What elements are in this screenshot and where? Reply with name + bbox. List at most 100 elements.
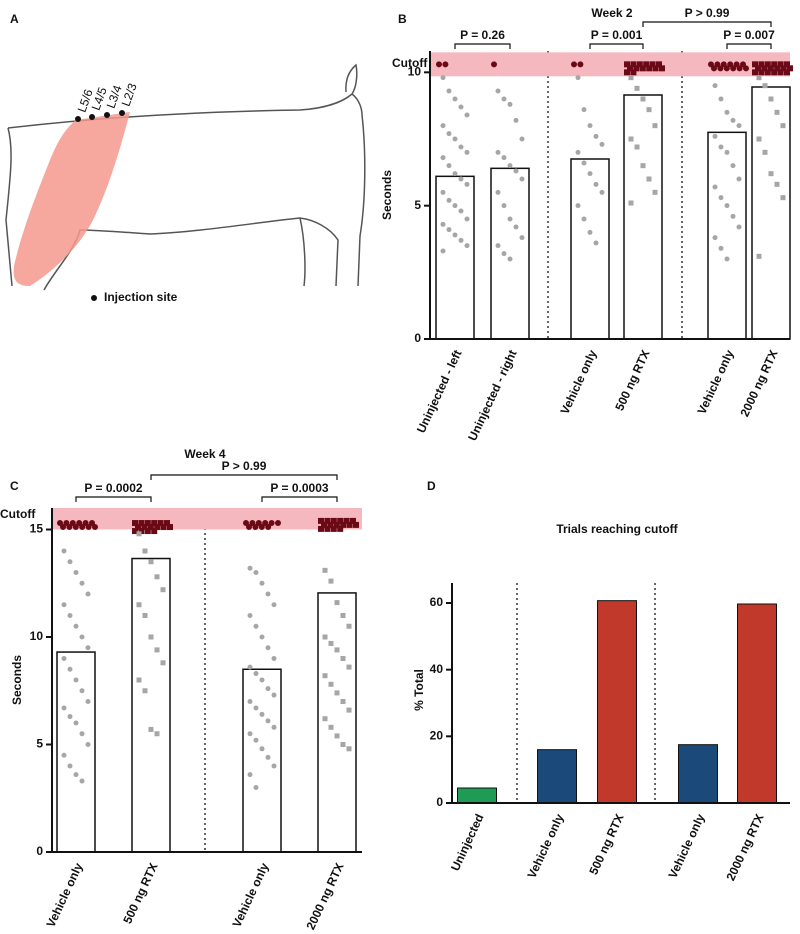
y-tick-label: 5 xyxy=(36,737,43,751)
data-point xyxy=(659,65,665,72)
data-point xyxy=(575,75,581,81)
data-point xyxy=(519,235,525,241)
data-point xyxy=(507,101,513,107)
data-point xyxy=(513,168,519,174)
data-point xyxy=(85,645,91,651)
data-point xyxy=(61,752,67,758)
p-value: P = 0.0003 xyxy=(270,481,328,495)
data-point xyxy=(627,65,633,72)
data-point xyxy=(346,746,352,752)
data-point xyxy=(762,149,768,155)
data-point xyxy=(452,136,458,142)
data-point xyxy=(265,718,271,724)
data-point xyxy=(353,521,359,528)
chart-title: Trials reaching cutoff xyxy=(556,522,678,536)
data-point xyxy=(337,517,344,524)
data-point xyxy=(322,716,328,722)
data-point xyxy=(587,171,593,177)
data-point xyxy=(628,200,634,206)
data-point xyxy=(446,227,452,233)
significance-bracket xyxy=(75,496,152,502)
data-point xyxy=(634,85,640,91)
data-point xyxy=(138,528,145,535)
data-point xyxy=(724,109,730,115)
data-point xyxy=(755,65,761,72)
data-point xyxy=(135,524,141,531)
data-point xyxy=(334,733,340,739)
data-point xyxy=(271,763,277,769)
data-point xyxy=(61,656,67,661)
data-point xyxy=(79,524,86,531)
data-point xyxy=(154,647,160,653)
data-point xyxy=(275,520,281,527)
data-point xyxy=(85,524,92,531)
y-tick-label: 10 xyxy=(30,629,44,643)
y-tick-label: 0 xyxy=(436,795,443,809)
data-point xyxy=(736,65,743,72)
data-point xyxy=(334,690,340,696)
x-tick-label: 500 ng RTX xyxy=(586,812,626,877)
data-point xyxy=(774,181,780,187)
data-point xyxy=(724,149,730,155)
y-axis-label: Seconds xyxy=(10,655,24,705)
data-point xyxy=(458,176,464,182)
data-point xyxy=(639,65,646,72)
data-point xyxy=(259,677,265,683)
data-point xyxy=(253,623,259,629)
data-point xyxy=(67,613,73,618)
data-point xyxy=(157,520,164,527)
data-point xyxy=(340,742,346,747)
data-point xyxy=(442,61,449,68)
data-point xyxy=(756,253,762,259)
data-point xyxy=(72,524,79,531)
data-point xyxy=(495,243,501,249)
data-point xyxy=(736,176,742,182)
data-point xyxy=(501,251,507,257)
data-point xyxy=(151,528,158,535)
data-point xyxy=(148,726,154,732)
y-tick-label: 0 xyxy=(36,844,43,858)
data-point xyxy=(142,613,148,618)
x-tick-label: 2000 ng RTX xyxy=(723,812,766,883)
data-point xyxy=(253,570,259,575)
data-point xyxy=(764,69,771,76)
data-point xyxy=(787,65,793,72)
data-point xyxy=(652,65,659,72)
data-point xyxy=(780,123,786,129)
data-point xyxy=(346,707,352,713)
data-point xyxy=(327,521,334,528)
data-point xyxy=(328,578,334,584)
data-point xyxy=(142,688,148,694)
data-point xyxy=(67,666,73,672)
data-point xyxy=(330,517,337,524)
y-tick-label: 20 xyxy=(430,729,444,743)
p-value: P > 0.99 xyxy=(685,6,730,20)
p-value: P > 0.99 xyxy=(222,459,267,473)
data-point xyxy=(337,525,344,532)
data-point xyxy=(446,131,452,137)
data-point xyxy=(440,123,446,129)
significance-bracket xyxy=(454,43,511,49)
data-point xyxy=(743,65,749,72)
data-point xyxy=(718,195,724,201)
data-point xyxy=(446,197,452,203)
data-point xyxy=(136,677,142,683)
data-point xyxy=(649,61,656,68)
data-point xyxy=(495,88,501,94)
pig-ear xyxy=(345,63,358,95)
data-point xyxy=(343,517,350,524)
data-point xyxy=(67,763,73,769)
x-tick-label: 2000 ng RTX xyxy=(303,861,346,932)
data-point xyxy=(322,673,328,679)
data-point xyxy=(322,567,328,573)
x-tick-label: 500 ng RTX xyxy=(120,861,160,926)
data-point xyxy=(764,61,771,68)
data-point xyxy=(780,195,786,201)
data-point xyxy=(253,785,259,790)
data-point xyxy=(513,224,519,230)
data-point xyxy=(780,65,787,72)
bar xyxy=(678,744,718,804)
data-point xyxy=(271,724,277,730)
data-point xyxy=(340,656,346,661)
data-point xyxy=(322,634,328,640)
